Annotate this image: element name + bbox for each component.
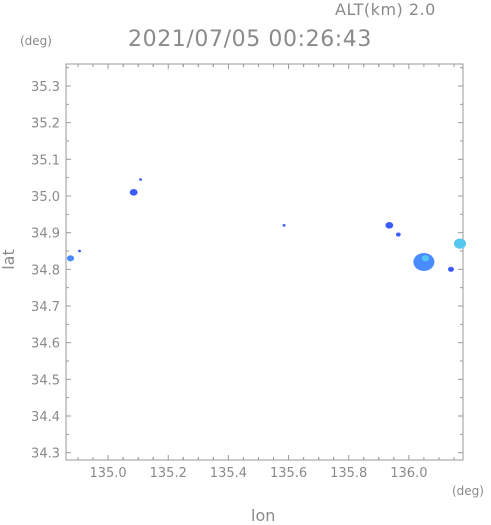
- echo-layer: [66, 178, 467, 272]
- y-tick-label: 34.7: [31, 300, 60, 315]
- y-tick-label: 35.0: [31, 190, 60, 205]
- y-tick-label: 34.5: [31, 373, 60, 388]
- y-tick-label: 34.8: [31, 263, 60, 278]
- echo-cell: [413, 253, 435, 271]
- x-tick-label: 135.4: [210, 466, 247, 481]
- y-tick-label: 35.1: [31, 153, 60, 168]
- echo-cell: [78, 249, 82, 253]
- x-unit-label: (deg): [452, 484, 484, 498]
- x-tick-label: 135.0: [89, 466, 126, 481]
- echo-cell: [139, 178, 143, 181]
- echo-cell: [66, 255, 75, 262]
- x-tick-label: 135.8: [330, 466, 367, 481]
- y-tick-label: 35.2: [31, 117, 60, 132]
- echo-cell: [421, 255, 430, 262]
- y-tick-label: 34.9: [31, 227, 60, 242]
- echo-cell: [129, 189, 138, 196]
- echo-cell: [385, 222, 394, 229]
- x-tick-label: 136.0: [390, 466, 427, 481]
- y-tick-label: 35.3: [31, 80, 60, 95]
- x-axis-label: lon: [251, 506, 276, 525]
- echo-cell: [447, 266, 454, 272]
- y-unit-label: (deg): [20, 34, 52, 48]
- echo-cell: [453, 238, 467, 249]
- y-tick-label: 34.4: [31, 410, 60, 425]
- x-tick-label: 135.2: [150, 466, 187, 481]
- echo-cell: [395, 232, 401, 237]
- echo-cell: [282, 224, 286, 227]
- y-tick-label: 34.6: [31, 337, 60, 352]
- y-tick-label: 34.3: [31, 447, 60, 462]
- altitude-label: ALT(km) 2.0: [335, 0, 436, 19]
- axis-ticks: 34.3 34.4 34.5 34.6 34.7 34.8 34.9 35.0 35.1 35.2…: [31, 64, 463, 481]
- timestamp-title: 2021/07/05 00:26:43: [128, 27, 373, 52]
- plot-frame: [65, 63, 464, 461]
- x-tick-label: 135.6: [270, 466, 307, 481]
